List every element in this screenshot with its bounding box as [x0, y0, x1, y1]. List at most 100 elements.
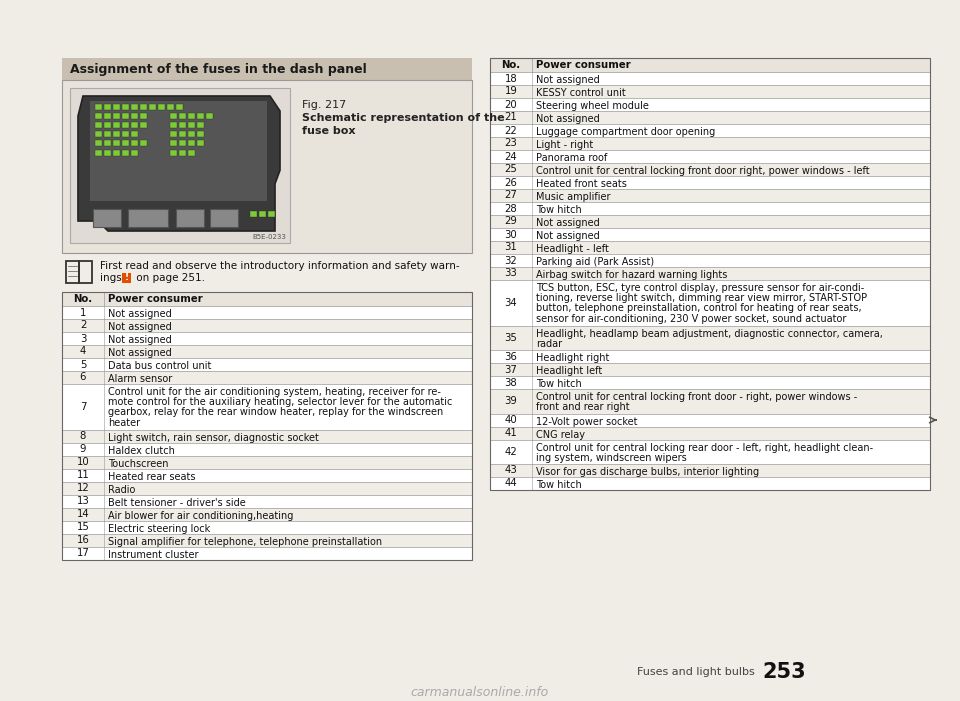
Text: Luggage compartment door opening: Luggage compartment door opening — [536, 127, 715, 137]
Text: Light - right: Light - right — [536, 140, 593, 150]
Bar — [79, 261, 92, 283]
Bar — [122, 150, 129, 156]
Bar — [95, 113, 102, 119]
Bar — [179, 113, 186, 119]
Bar — [122, 140, 129, 146]
Text: 15: 15 — [77, 522, 89, 532]
Bar — [197, 131, 204, 137]
Bar — [62, 521, 472, 533]
Bar — [128, 209, 168, 227]
Text: 27: 27 — [505, 191, 517, 200]
Text: gearbox, relay for the rear window heater, replay for the windscreen: gearbox, relay for the rear window heate… — [108, 407, 444, 417]
Text: Not assigned: Not assigned — [536, 75, 600, 85]
Bar — [62, 371, 472, 384]
Bar — [179, 131, 186, 137]
Text: 9: 9 — [80, 444, 86, 454]
Bar — [490, 414, 930, 427]
Text: 10: 10 — [77, 457, 89, 468]
Bar — [490, 150, 930, 163]
Text: 30: 30 — [505, 229, 517, 240]
Text: 3: 3 — [80, 334, 86, 343]
Text: B5E-0233: B5E-0233 — [252, 234, 286, 240]
Bar — [490, 267, 930, 280]
Text: 1: 1 — [80, 308, 86, 318]
Text: Control unit for central locking front door - right, power windows -: Control unit for central locking front d… — [536, 392, 857, 402]
Bar — [122, 273, 131, 283]
Text: radar: radar — [536, 339, 563, 349]
Bar — [70, 88, 290, 243]
Bar — [179, 150, 186, 156]
Bar — [179, 140, 186, 146]
Text: 41: 41 — [505, 428, 517, 438]
Bar — [62, 332, 472, 345]
Bar — [131, 140, 138, 146]
Bar — [490, 350, 930, 363]
Text: button, telephone preinstallation, control for heating of rear seats,: button, telephone preinstallation, contr… — [536, 304, 862, 313]
Text: 14: 14 — [77, 510, 89, 519]
Bar — [490, 85, 930, 98]
Bar — [149, 104, 156, 110]
Text: CNG relay: CNG relay — [536, 430, 585, 440]
Text: 31: 31 — [505, 243, 517, 252]
Bar — [104, 113, 111, 119]
Bar — [490, 111, 930, 124]
Text: Not assigned: Not assigned — [536, 114, 600, 124]
Text: Not assigned: Not assigned — [108, 348, 172, 358]
Text: KESSY control unit: KESSY control unit — [536, 88, 626, 98]
Bar — [197, 140, 204, 146]
Text: 16: 16 — [77, 536, 89, 545]
Bar — [131, 113, 138, 119]
Text: No.: No. — [501, 60, 520, 70]
Bar — [62, 358, 472, 371]
Bar — [188, 122, 195, 128]
Text: Radio: Radio — [108, 485, 135, 495]
Text: 20: 20 — [505, 100, 517, 109]
Text: Heated rear seats: Heated rear seats — [108, 472, 196, 482]
Bar — [170, 140, 177, 146]
Text: 12-Volt power socket: 12-Volt power socket — [536, 416, 637, 427]
Text: Assignment of the fuses in the dash panel: Assignment of the fuses in the dash pane… — [70, 62, 367, 76]
Text: 11: 11 — [77, 470, 89, 480]
Bar — [93, 209, 121, 227]
Bar — [140, 122, 147, 128]
Bar — [95, 150, 102, 156]
Text: 35: 35 — [505, 333, 517, 343]
Bar — [490, 176, 930, 189]
Bar — [140, 113, 147, 119]
Bar — [490, 228, 930, 241]
Text: 6: 6 — [80, 372, 86, 383]
Bar — [62, 547, 472, 560]
Bar — [490, 389, 930, 414]
Text: Haldex clutch: Haldex clutch — [108, 446, 175, 456]
Text: Not assigned: Not assigned — [108, 335, 172, 345]
Text: carmanualsonline.info: carmanualsonline.info — [411, 686, 549, 698]
Bar — [206, 113, 213, 119]
Text: 37: 37 — [505, 365, 517, 375]
Bar — [490, 427, 930, 440]
Text: ing system, windscreen wipers: ing system, windscreen wipers — [536, 453, 686, 463]
Text: Fuses and light bulbs: Fuses and light bulbs — [637, 667, 755, 677]
Bar — [62, 292, 472, 560]
Bar — [188, 113, 195, 119]
Text: heater: heater — [108, 418, 140, 428]
Bar — [490, 189, 930, 202]
Bar — [170, 131, 177, 137]
Text: 39: 39 — [505, 396, 517, 407]
Text: Headlight right: Headlight right — [536, 353, 610, 363]
Text: 5: 5 — [80, 360, 86, 369]
Bar — [490, 477, 930, 490]
Bar — [113, 131, 120, 137]
Text: Heated front seats: Heated front seats — [536, 179, 627, 189]
Text: 28: 28 — [505, 203, 517, 214]
Text: front and rear right: front and rear right — [536, 402, 630, 412]
Text: tioning, reverse light switch, dimming rear view mirror, START-STOP: tioning, reverse light switch, dimming r… — [536, 293, 867, 304]
Polygon shape — [78, 96, 280, 231]
Bar — [490, 440, 930, 464]
Text: 42: 42 — [505, 447, 517, 457]
Bar — [197, 113, 204, 119]
Text: 12: 12 — [77, 483, 89, 494]
Text: Tow hitch: Tow hitch — [536, 480, 582, 490]
Bar — [259, 211, 266, 217]
Bar — [176, 104, 183, 110]
Bar — [62, 80, 472, 253]
